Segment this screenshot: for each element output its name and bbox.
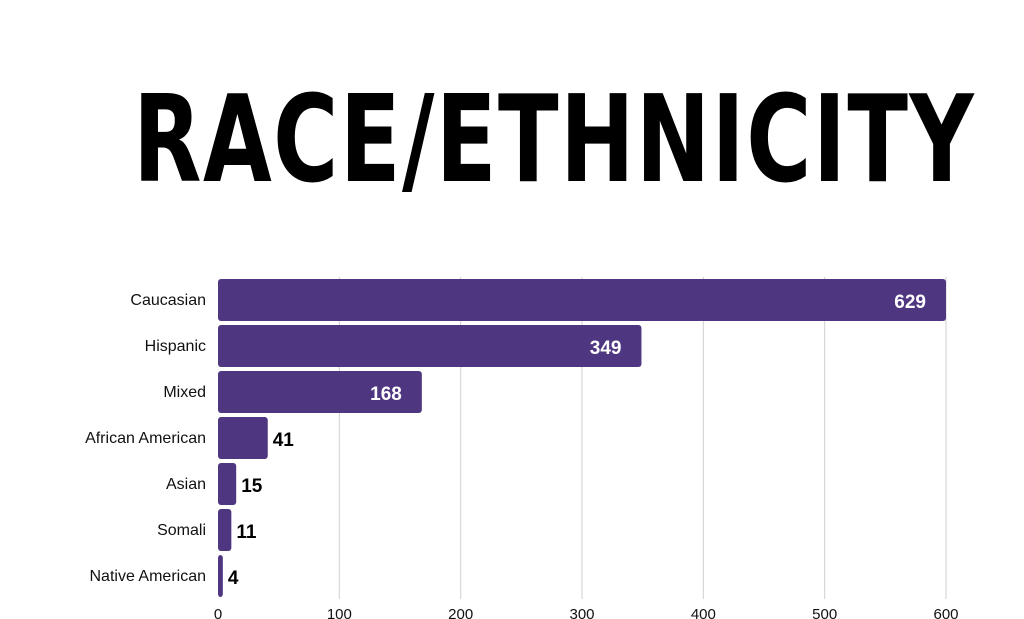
value-label-somali: 11 xyxy=(236,522,257,543)
category-label-african-american: African American xyxy=(85,430,206,447)
bar-african-american xyxy=(218,417,268,459)
bar-mixed xyxy=(218,371,422,413)
value-label-african-american: 41 xyxy=(273,430,295,451)
bar-hispanic xyxy=(218,325,642,367)
bar-caucasian xyxy=(218,279,946,321)
page-title: RACE/ETHNICITY xyxy=(133,71,976,210)
x-tick-label-0: 0 xyxy=(214,606,222,619)
category-label-asian: Asian xyxy=(166,476,206,493)
category-label-hispanic: Hispanic xyxy=(145,338,206,355)
category-label-caucasian: Caucasian xyxy=(130,292,206,309)
value-label-native-american: 4 xyxy=(228,568,239,589)
category-label-mixed: Mixed xyxy=(163,384,206,401)
bar-somali xyxy=(218,509,232,551)
x-tick-label-600: 600 xyxy=(933,606,958,619)
bar-native-american xyxy=(218,555,223,597)
value-label-hispanic: 349 xyxy=(590,338,622,359)
x-tick-label-300: 300 xyxy=(569,606,594,619)
value-label-asian: 15 xyxy=(241,476,263,497)
x-tick-label-100: 100 xyxy=(327,606,352,619)
category-label-native-american: Native American xyxy=(90,568,207,585)
category-label-somali: Somali xyxy=(157,522,206,539)
x-tick-label-200: 200 xyxy=(448,606,473,619)
value-label-mixed: 168 xyxy=(370,384,402,405)
bar-asian xyxy=(218,463,237,505)
x-tick-label-400: 400 xyxy=(691,606,716,619)
x-tick-label-500: 500 xyxy=(812,606,837,619)
value-label-caucasian: 629 xyxy=(894,292,926,313)
